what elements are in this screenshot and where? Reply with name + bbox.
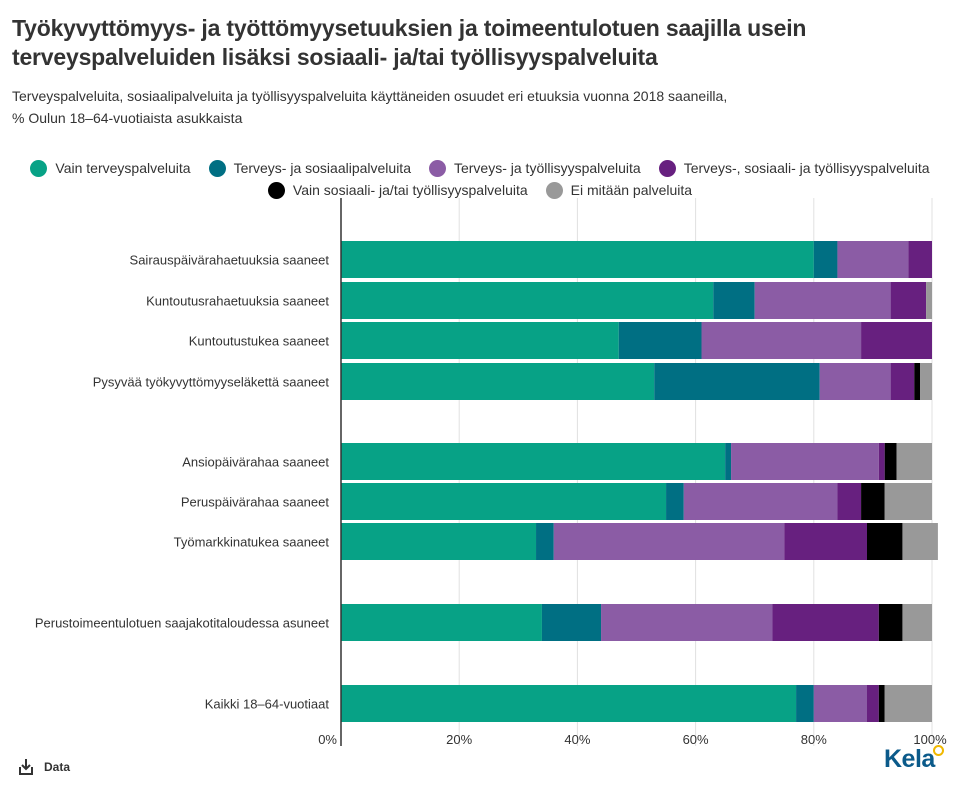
bar-segment <box>341 443 726 480</box>
data-download-link[interactable]: Data <box>18 758 70 776</box>
bar-segment <box>341 241 814 278</box>
bar-segment <box>341 604 542 641</box>
legend-label: Vain terveyspalveluita <box>55 160 191 176</box>
chart-title: Työkyvyttömyys- ja työttömyysetuuksien j… <box>12 15 807 70</box>
bar-segment <box>884 483 932 520</box>
x-tick-label: 20% <box>446 732 472 747</box>
legend-item[interactable]: Vain terveyspalveluita <box>30 158 191 178</box>
bar-segment <box>819 363 891 400</box>
legend-label: Terveys-, sosiaali- ja työllisyyspalvelu… <box>683 160 930 176</box>
x-tick-label: 40% <box>564 732 590 747</box>
legend-swatch <box>428 159 446 177</box>
chart-subtitle: Terveyspalveluita, sosiaalipalveluita ja… <box>12 85 912 129</box>
bar-segment <box>618 322 702 359</box>
bar-segment <box>920 363 932 400</box>
bar-segment <box>866 685 879 722</box>
data-label: Data <box>44 760 71 774</box>
category-label: Kaikki 18–64-vuotiaat <box>205 697 330 712</box>
category-label: Sairauspäivärahaetuuksia saaneet <box>130 253 330 268</box>
bar-segment <box>878 604 903 641</box>
bar-segment <box>902 523 938 560</box>
bar-segment <box>725 443 732 480</box>
download-icon <box>19 759 33 775</box>
bar-segment <box>341 363 655 400</box>
bar-segment <box>837 241 909 278</box>
bar-segment <box>926 282 932 319</box>
legend-swatch <box>658 159 676 177</box>
category-label: Ansiopäivärahaa saaneet <box>182 455 329 470</box>
bar-segment <box>908 241 932 278</box>
bar-segment <box>878 685 885 722</box>
bar-segment <box>683 483 838 520</box>
x-tick-label: 100% <box>913 732 947 747</box>
category-label: Kuntoutustukea saaneet <box>189 334 330 349</box>
bar-segment <box>666 483 684 520</box>
legend-item[interactable]: Vain sosiaali- ja/tai työllisyyspalvelui… <box>267 180 528 200</box>
bar-segment <box>536 523 554 560</box>
legend-swatch <box>30 159 48 177</box>
bar-segment <box>341 322 619 359</box>
bar-segment <box>341 685 797 722</box>
x-tick-label: 60% <box>683 732 709 747</box>
legend-label: Ei mitään palveluita <box>570 182 693 198</box>
bar-segment <box>784 523 867 560</box>
bar-segment <box>772 604 879 641</box>
bar-segment <box>754 282 891 319</box>
legend-item[interactable]: Terveys-, sosiaali- ja työllisyyspalvelu… <box>658 158 930 178</box>
x-tick-label: 80% <box>801 732 827 747</box>
bar-segment <box>837 483 862 520</box>
bar-segment <box>796 685 814 722</box>
bar-segment <box>341 483 667 520</box>
bar-segment <box>701 322 862 359</box>
bar-segment <box>884 685 932 722</box>
legend-swatch <box>267 181 285 199</box>
bar-segment <box>914 363 921 400</box>
legend-item[interactable]: Terveys- ja työllisyyspalveluita <box>428 158 641 178</box>
x-tick-label: 0% <box>318 732 337 747</box>
bar-segment <box>890 282 927 319</box>
legend: Vain terveyspalveluita Terveys- ja sosiaa… <box>0 158 960 200</box>
legend-label: Terveys- ja työllisyyspalveluita <box>453 160 641 176</box>
category-label: Perustoimeentulotuen saajakotitaloudessa… <box>35 616 330 631</box>
category-label: Pysyvää työkyvyttömyyseläkettä saaneet <box>93 375 330 390</box>
bar-segment <box>731 443 879 480</box>
category-label: Peruspäivärahaa saaneet <box>181 495 330 510</box>
category-label: Työmarkkinatukea saaneet <box>174 535 330 550</box>
bar-segment <box>861 322 932 359</box>
legend-item[interactable]: Ei mitään palveluita <box>545 180 693 200</box>
subtitle-line-2: % Oulun 18–64-vuotiaista asukkaista <box>12 110 243 126</box>
bar-segment <box>902 604 932 641</box>
bar-segment <box>861 483 885 520</box>
category-label: Kuntoutusrahaetuuksia saaneet <box>146 294 329 309</box>
bar-segment <box>890 363 915 400</box>
bar-segment <box>341 282 714 319</box>
bar-segment <box>341 523 537 560</box>
bar-segment <box>601 604 773 641</box>
legend-swatch <box>208 159 226 177</box>
bar-segment <box>866 523 903 560</box>
subtitle-line-1: Terveyspalveluita, sosiaalipalveluita ja… <box>12 88 728 104</box>
bar-segment <box>878 443 885 480</box>
legend-label: Terveys- ja sosiaalipalveluita <box>233 160 411 176</box>
bar-segment <box>713 282 755 319</box>
bar-segment <box>813 685 867 722</box>
kela-logo: Kela <box>884 745 935 773</box>
bar-segment <box>553 523 785 560</box>
legend-label: Vain sosiaali- ja/tai työllisyyspalvelui… <box>292 182 528 198</box>
bar-segment <box>654 363 820 400</box>
legend-item[interactable]: Terveys- ja sosiaalipalveluita <box>208 158 411 178</box>
bar-segment <box>813 241 838 278</box>
bar-segment <box>541 604 602 641</box>
bar-segment <box>896 443 932 480</box>
legend-swatch <box>545 181 563 199</box>
bar-segment <box>884 443 897 480</box>
kela-logo-badge-icon <box>933 745 944 756</box>
